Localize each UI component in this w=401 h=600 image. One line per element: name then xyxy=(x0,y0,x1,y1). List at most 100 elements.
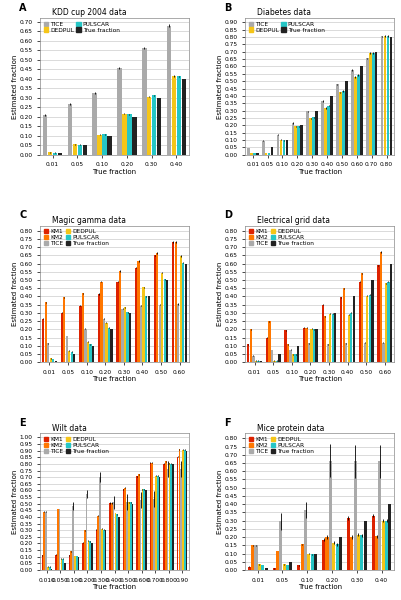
Text: Diabetes data: Diabetes data xyxy=(257,8,310,17)
Bar xyxy=(101,529,103,570)
Bar xyxy=(68,351,70,362)
Bar xyxy=(270,147,273,155)
Bar xyxy=(259,361,261,362)
Bar xyxy=(325,537,328,570)
Bar xyxy=(145,490,147,570)
Bar xyxy=(166,280,168,362)
Legend: TICE, DEDPUL, PULSCAR, True fraction: TICE, DEDPUL, PULSCAR, True fraction xyxy=(43,21,120,33)
Bar xyxy=(297,126,300,155)
Bar xyxy=(358,281,360,362)
Bar xyxy=(140,305,142,362)
Bar xyxy=(137,261,140,362)
Bar xyxy=(261,140,264,155)
Bar xyxy=(335,84,338,155)
Bar xyxy=(307,554,310,570)
Bar xyxy=(132,116,136,155)
Bar xyxy=(176,76,181,155)
Bar xyxy=(328,314,330,362)
Bar xyxy=(247,344,249,362)
Bar xyxy=(185,451,187,570)
Bar xyxy=(264,568,267,570)
Bar xyxy=(282,140,285,155)
Text: D: D xyxy=(224,210,232,220)
Bar xyxy=(321,539,324,570)
Text: E: E xyxy=(19,418,26,428)
Bar xyxy=(141,489,143,570)
Bar xyxy=(102,134,107,155)
Bar xyxy=(178,449,180,570)
Bar xyxy=(138,475,139,570)
Bar xyxy=(353,77,356,155)
Bar xyxy=(156,253,158,362)
Bar xyxy=(79,305,81,362)
Bar xyxy=(297,565,300,570)
Bar xyxy=(168,463,170,570)
Text: Wilt data: Wilt data xyxy=(52,424,87,433)
Bar xyxy=(116,514,118,570)
Bar xyxy=(353,461,356,570)
Bar xyxy=(172,242,174,362)
Bar xyxy=(136,476,138,570)
Bar xyxy=(249,329,251,362)
Bar xyxy=(156,476,158,570)
Bar xyxy=(43,512,45,570)
Bar xyxy=(124,488,126,570)
Bar xyxy=(103,319,105,362)
Bar xyxy=(166,469,168,570)
Bar xyxy=(52,359,54,362)
Bar xyxy=(310,329,312,362)
Bar xyxy=(87,541,89,570)
Bar xyxy=(92,93,97,155)
Bar xyxy=(326,344,328,362)
Bar xyxy=(359,535,363,570)
Bar xyxy=(70,551,72,570)
Bar xyxy=(251,545,253,570)
Bar xyxy=(389,37,391,155)
X-axis label: True fraction: True fraction xyxy=(297,169,341,175)
Bar xyxy=(170,464,172,570)
Bar xyxy=(152,95,156,155)
Bar xyxy=(279,140,282,155)
Bar xyxy=(124,307,126,362)
Bar xyxy=(76,556,77,570)
Bar xyxy=(376,265,379,362)
Bar xyxy=(82,145,87,155)
Bar xyxy=(387,504,391,570)
Bar xyxy=(246,148,249,155)
Bar xyxy=(97,135,102,155)
Bar xyxy=(328,461,331,570)
Bar xyxy=(130,502,131,570)
Y-axis label: Estimated fraction: Estimated fraction xyxy=(12,469,18,534)
Bar xyxy=(310,554,313,570)
Bar xyxy=(346,518,349,570)
Bar xyxy=(282,564,285,570)
Bar xyxy=(182,450,183,570)
Bar xyxy=(81,293,84,362)
Bar xyxy=(247,567,250,570)
Bar xyxy=(63,297,65,362)
Bar xyxy=(312,118,314,155)
Bar xyxy=(371,515,374,570)
Bar xyxy=(323,316,326,362)
Bar xyxy=(142,287,144,362)
Bar xyxy=(107,136,111,155)
Bar xyxy=(53,153,57,155)
Text: Electrical grid data: Electrical grid data xyxy=(257,216,329,225)
Bar xyxy=(74,556,75,570)
Bar xyxy=(149,463,151,570)
Bar xyxy=(164,461,166,570)
Bar xyxy=(363,343,365,362)
Bar xyxy=(97,515,99,570)
Bar xyxy=(380,37,383,155)
Bar xyxy=(111,503,112,570)
Bar xyxy=(142,49,146,155)
Bar xyxy=(140,500,141,570)
Bar xyxy=(285,140,288,155)
Bar xyxy=(51,569,52,570)
Legend: KM1, KM2, TICE, DEDPUL, PULSCAR, True fraction: KM1, KM2, TICE, DEDPUL, PULSCAR, True fr… xyxy=(248,436,314,454)
Text: A: A xyxy=(19,2,27,13)
Bar xyxy=(47,566,49,570)
Bar xyxy=(326,106,329,155)
Bar xyxy=(309,118,311,155)
Bar xyxy=(342,288,344,362)
